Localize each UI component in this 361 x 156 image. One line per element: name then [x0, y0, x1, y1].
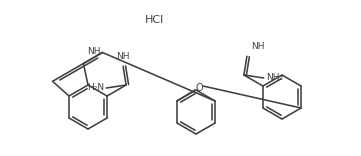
Text: NH: NH [116, 52, 130, 61]
Text: HCl: HCl [145, 15, 165, 25]
Text: H₂N: H₂N [87, 83, 104, 93]
Text: NH: NH [87, 47, 101, 56]
Text: O: O [195, 83, 203, 93]
Text: NH₂: NH₂ [266, 73, 283, 83]
Text: NH: NH [251, 42, 264, 51]
